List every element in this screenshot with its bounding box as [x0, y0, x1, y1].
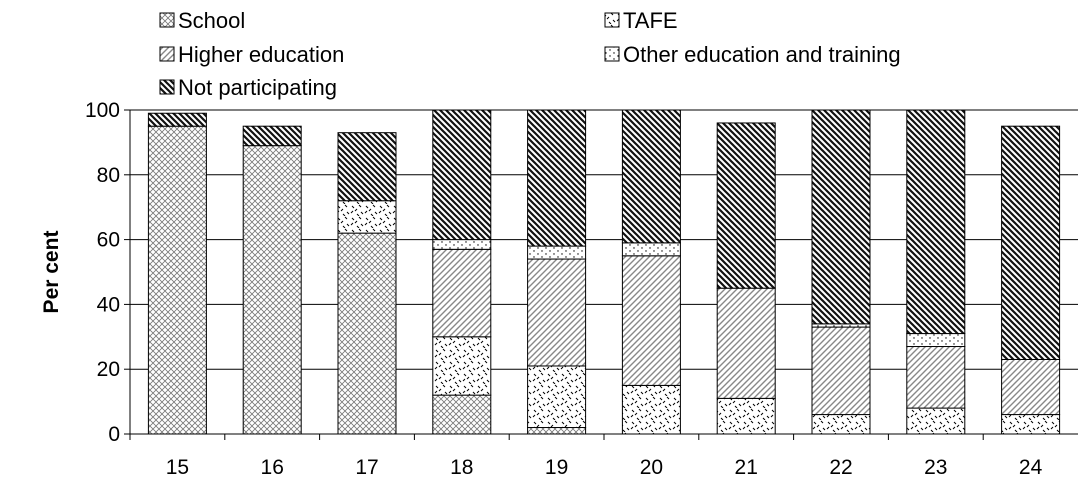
bar-segment: [527, 109, 587, 247]
x-tick-label: 20: [640, 456, 663, 479]
bar-segment: [906, 109, 966, 335]
legend-item: TAFE: [604, 8, 678, 33]
legend-label: Other education and training: [623, 42, 901, 67]
bars: [147, 109, 1061, 435]
bar-segment: [432, 239, 492, 250]
bar-segment: [621, 109, 681, 244]
legend-swatch: [604, 12, 620, 28]
bar-segment: [716, 397, 776, 435]
x-tick-label: 19: [545, 456, 568, 479]
bar-segment: [716, 287, 776, 399]
x-tick-label: 23: [924, 456, 947, 479]
bar-segment: [337, 200, 397, 234]
bar-segment: [432, 394, 492, 435]
x-tick-label: 22: [829, 456, 852, 479]
x-tick-label: 17: [355, 456, 378, 479]
x-tick-label: 16: [261, 456, 284, 479]
bar-segment: [527, 427, 587, 435]
bar-segment: [716, 122, 776, 289]
bar-segment: [527, 245, 587, 260]
legend-label: Not participating: [178, 75, 337, 100]
legend-item: Other education and training: [604, 42, 901, 67]
y-tick-label: 80: [97, 164, 120, 187]
legend-item: Not participating: [159, 75, 337, 100]
bar-segment: [432, 248, 492, 338]
bar-segment: [1001, 414, 1061, 435]
legend-item: School: [159, 8, 245, 33]
y-tick-labels: 0 20 40 60 80 100: [85, 99, 120, 446]
bar-segment: [621, 242, 681, 257]
bar-segment: [242, 145, 302, 435]
bar-segment: [147, 112, 207, 127]
y-tick-label: 20: [97, 358, 120, 381]
bar-segment: [527, 258, 587, 367]
y-tick-label: 100: [85, 99, 120, 122]
x-tick-label: 18: [450, 456, 473, 479]
bar-segment: [242, 125, 302, 147]
legend-swatch: [604, 46, 620, 62]
bar-segment: [621, 255, 681, 386]
bar-segment: [147, 125, 207, 435]
legend-swatch: [159, 12, 175, 28]
bar-segment: [811, 109, 871, 325]
legend-swatch: [159, 46, 175, 62]
legend-item: Higher education: [159, 42, 344, 67]
y-axis-label: Per cent: [40, 231, 63, 314]
bar-segment: [337, 232, 397, 435]
bar-segment: [527, 365, 587, 429]
bar-segment: [811, 414, 871, 435]
bar-segment: [906, 333, 966, 348]
bar-segment: [811, 326, 871, 416]
bar-segment: [1001, 358, 1061, 416]
bar-segment: [621, 384, 681, 435]
legend: School TAFE Higher education Other educatio…: [159, 8, 901, 100]
bar-segment: [906, 407, 966, 435]
x-tick-labels: 15 16 17 18 19 20 21 22 23 24: [129, 434, 1043, 479]
bar-segment: [432, 109, 492, 241]
y-tick-label: 40: [97, 293, 120, 316]
x-tick-label: 15: [166, 456, 189, 479]
y-tick-label: 60: [97, 229, 120, 252]
legend-label: School: [178, 8, 245, 33]
x-tick-label: 21: [735, 456, 758, 479]
y-tick-label: 0: [108, 423, 120, 446]
bar-segment: [432, 336, 492, 396]
legend-swatch: [159, 79, 175, 95]
x-tick-label: 24: [1019, 456, 1043, 479]
bar-segment: [1001, 125, 1061, 360]
legend-label: Higher education: [178, 42, 344, 67]
bar-segment: [906, 346, 966, 409]
bar-segment: [337, 132, 397, 202]
legend-label: TAFE: [623, 8, 678, 33]
